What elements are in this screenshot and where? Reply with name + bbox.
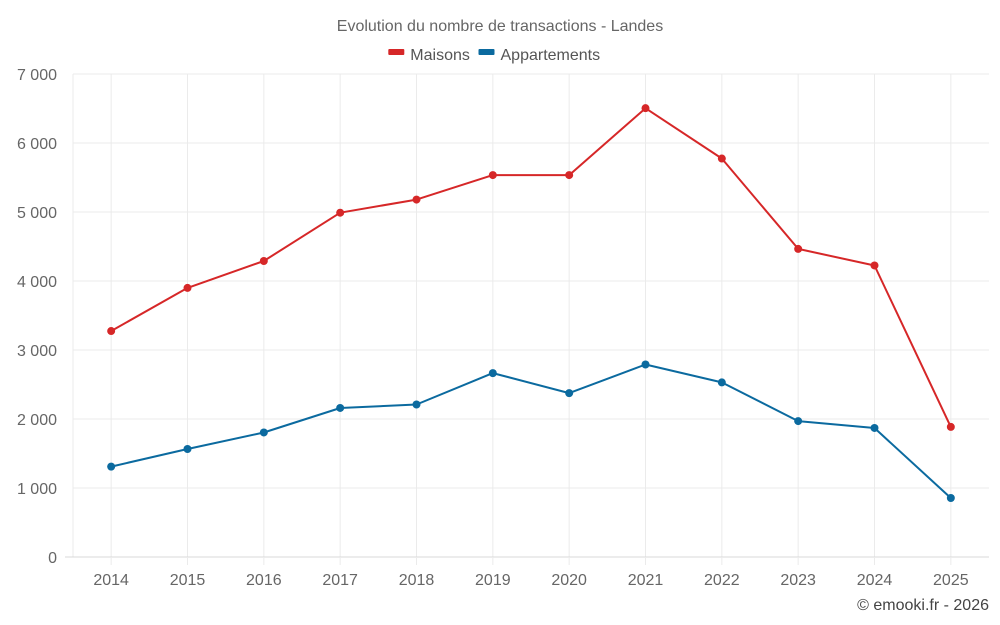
data-point[interactable]	[946, 494, 955, 503]
y-tick-label: 1 000	[17, 481, 57, 498]
y-tick-label: 5 000	[17, 205, 57, 222]
data-point[interactable]	[717, 154, 726, 163]
x-tick-label: 2016	[246, 572, 282, 589]
credit-text: © emooki.fr - 2026	[857, 597, 989, 614]
data-point[interactable]	[794, 244, 803, 253]
data-point[interactable]	[107, 462, 116, 471]
data-point[interactable]	[412, 195, 421, 204]
series-group	[107, 104, 955, 503]
chart-title: Evolution du nombre de transactions - La…	[337, 18, 663, 35]
series-appartements	[107, 360, 955, 503]
data-point[interactable]	[107, 327, 116, 336]
data-point[interactable]	[259, 428, 268, 437]
x-tick-label: 2025	[933, 572, 969, 589]
data-point[interactable]	[946, 422, 955, 431]
data-point[interactable]	[794, 417, 803, 426]
series-maisons	[107, 104, 955, 431]
data-point[interactable]	[717, 378, 726, 387]
legend-swatch	[388, 49, 405, 55]
x-tick-label: 2015	[170, 572, 206, 589]
x-tick-label: 2021	[628, 572, 664, 589]
legend-swatch	[478, 49, 495, 55]
legend: Maisons Appartements	[388, 47, 600, 64]
x-tick-label: 2020	[551, 572, 587, 589]
y-axis: 0 1 000 2 000 3 000 4 000 5 000 6 000 7 000	[17, 67, 57, 567]
legend-label: Maisons	[410, 47, 470, 64]
data-point[interactable]	[183, 445, 192, 454]
x-tick-label: 2014	[93, 572, 129, 589]
data-point[interactable]	[259, 256, 268, 265]
series-line	[110, 107, 952, 428]
data-point[interactable]	[336, 208, 345, 217]
data-point[interactable]	[565, 171, 574, 180]
y-tick-label: 4 000	[17, 274, 57, 291]
data-point[interactable]	[870, 261, 879, 270]
x-tick-label: 2018	[399, 572, 435, 589]
y-tick-label: 3 000	[17, 343, 57, 360]
y-tick-label: 0	[48, 550, 57, 567]
data-point[interactable]	[641, 104, 650, 113]
legend-item-maisons[interactable]: Maisons	[388, 47, 470, 64]
grid	[72, 73, 989, 557]
x-tick-label: 2023	[780, 572, 816, 589]
x-tick-label: 2019	[475, 572, 511, 589]
x-axis: 2014 2015 2016 2017 2018 2019 2020 2021 2022 2023…	[65, 556, 989, 589]
x-tick-label: 2017	[322, 572, 358, 589]
x-tick-label: 2022	[704, 572, 740, 589]
y-tick-label: 2 000	[17, 412, 57, 429]
data-point[interactable]	[565, 389, 574, 398]
data-point[interactable]	[412, 400, 421, 409]
y-tick-label: 6 000	[17, 136, 57, 153]
data-point[interactable]	[336, 403, 345, 412]
legend-item-appartements[interactable]: Appartements	[478, 47, 601, 64]
data-point[interactable]	[641, 360, 650, 369]
data-point[interactable]	[870, 423, 879, 432]
data-point[interactable]	[183, 283, 192, 292]
x-tick-label: 2024	[857, 572, 893, 589]
legend-label: Appartements	[501, 47, 601, 64]
series-line	[110, 363, 952, 499]
data-point[interactable]	[488, 369, 497, 378]
data-point[interactable]	[488, 171, 497, 180]
y-tick-label: 7 000	[17, 67, 57, 84]
